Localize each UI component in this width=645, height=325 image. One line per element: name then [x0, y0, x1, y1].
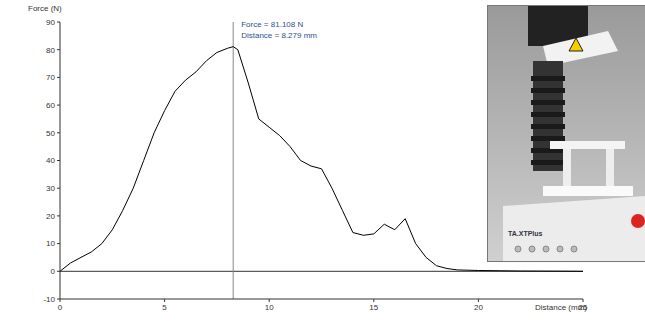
svg-text:10: 10 [46, 239, 55, 248]
svg-text:20: 20 [46, 212, 55, 221]
svg-text:30: 30 [46, 184, 55, 193]
svg-text:-10: -10 [43, 295, 55, 304]
svg-text:25: 25 [579, 303, 588, 312]
svg-text:0: 0 [58, 303, 63, 312]
svg-text:50: 50 [46, 129, 55, 138]
svg-text:60: 60 [46, 101, 55, 110]
svg-text:0: 0 [51, 267, 56, 276]
svg-text:15: 15 [369, 303, 378, 312]
svg-text:20: 20 [474, 303, 483, 312]
svg-text:TA.XTPlus: TA.XTPlus [508, 230, 543, 237]
svg-text:70: 70 [46, 73, 55, 82]
svg-text:5: 5 [162, 303, 167, 312]
svg-text:Distance = 8.279 mm: Distance = 8.279 mm [241, 31, 317, 40]
svg-text:40: 40 [46, 156, 55, 165]
svg-text:90: 90 [46, 18, 55, 27]
svg-text:10: 10 [265, 303, 274, 312]
svg-text:80: 80 [46, 46, 55, 55]
svg-text:Force = 81.108 N: Force = 81.108 N [241, 20, 303, 29]
